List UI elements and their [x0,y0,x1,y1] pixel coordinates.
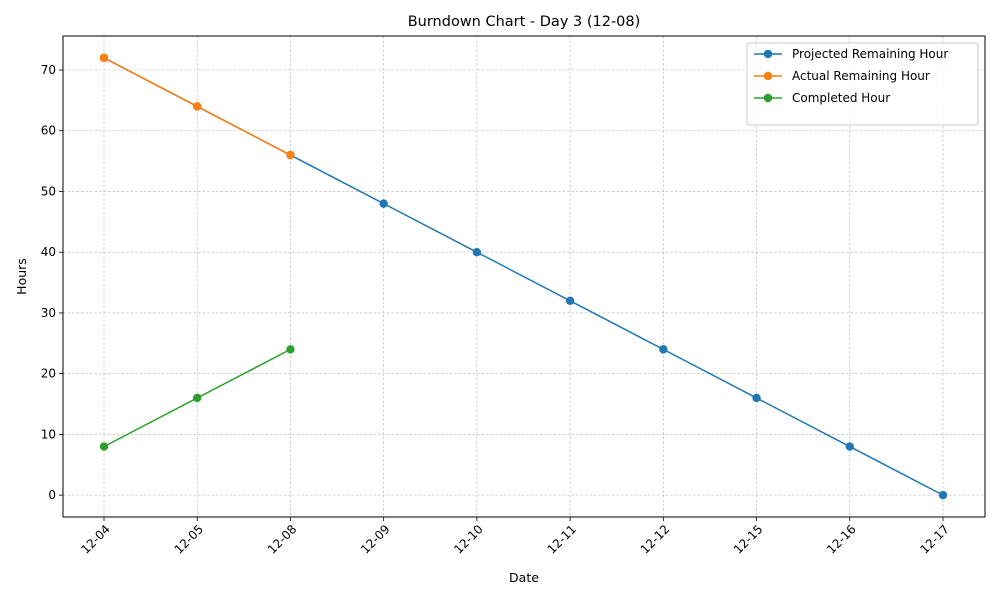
legend-label: Completed Hour [792,91,890,105]
x-tick-label: 12-05 [172,522,207,557]
x-tick-label: 12-04 [78,522,113,557]
y-tick-label: 0 [48,488,56,502]
y-axis-label: Hours [14,258,29,295]
x-tick-label: 12-15 [731,522,766,557]
series-2 [99,345,295,451]
legend-label: Projected Remaining Hour [792,47,948,61]
data-point [845,442,854,451]
x-axis-label: Date [509,570,539,585]
x-tick-label: 12-17 [917,522,952,557]
y-tick-label: 70 [41,63,56,77]
legend-marker [763,71,773,81]
data-point [752,393,761,403]
series-lines [99,53,948,500]
data-point [99,442,109,451]
x-tick-label: 12-09 [358,522,393,557]
legend-item: Actual Remaining Hour [754,69,930,83]
x-tick-label: 12-08 [265,522,300,557]
legend-item: Projected Remaining Hour [754,47,948,61]
series-1 [99,53,295,160]
y-tick-label: 30 [41,306,56,320]
x-tick-label: 12-10 [451,522,486,557]
data-point [565,296,575,305]
y-tick-label: 40 [41,245,56,259]
data-point [659,345,668,354]
chart-title: Burndown Chart - Day 3 (12-08) [408,14,641,30]
data-point [286,345,295,354]
data-point [193,393,202,403]
y-tick-label: 20 [41,367,56,381]
y-tick-label: 10 [41,427,56,441]
axis-ticks: 12-04 12-05 12-08 12-09 12-10 12-11 12-12 12-15… [41,63,952,557]
plot-area-frame [62,35,986,518]
x-tick-label: 12-16 [824,522,859,557]
data-point [472,248,482,257]
data-point [193,102,202,111]
x-tick-label: 12-11 [545,522,580,557]
grid-lines [63,36,985,517]
legend-item: Completed Hour [754,91,890,105]
legend-marker [763,49,773,59]
y-tick-label: 60 [41,124,56,138]
x-tick-label: 12-12 [638,522,673,557]
data-point [286,150,295,160]
data-point [379,199,388,208]
y-tick-label: 50 [41,184,56,198]
data-point [938,490,948,500]
legend-label: Actual Remaining Hour [792,69,930,83]
legend: Projected Remaining Hour Actual Remaining… [746,42,979,126]
legend-box [746,42,979,126]
legend-marker [763,93,773,103]
data-point [99,53,109,63]
